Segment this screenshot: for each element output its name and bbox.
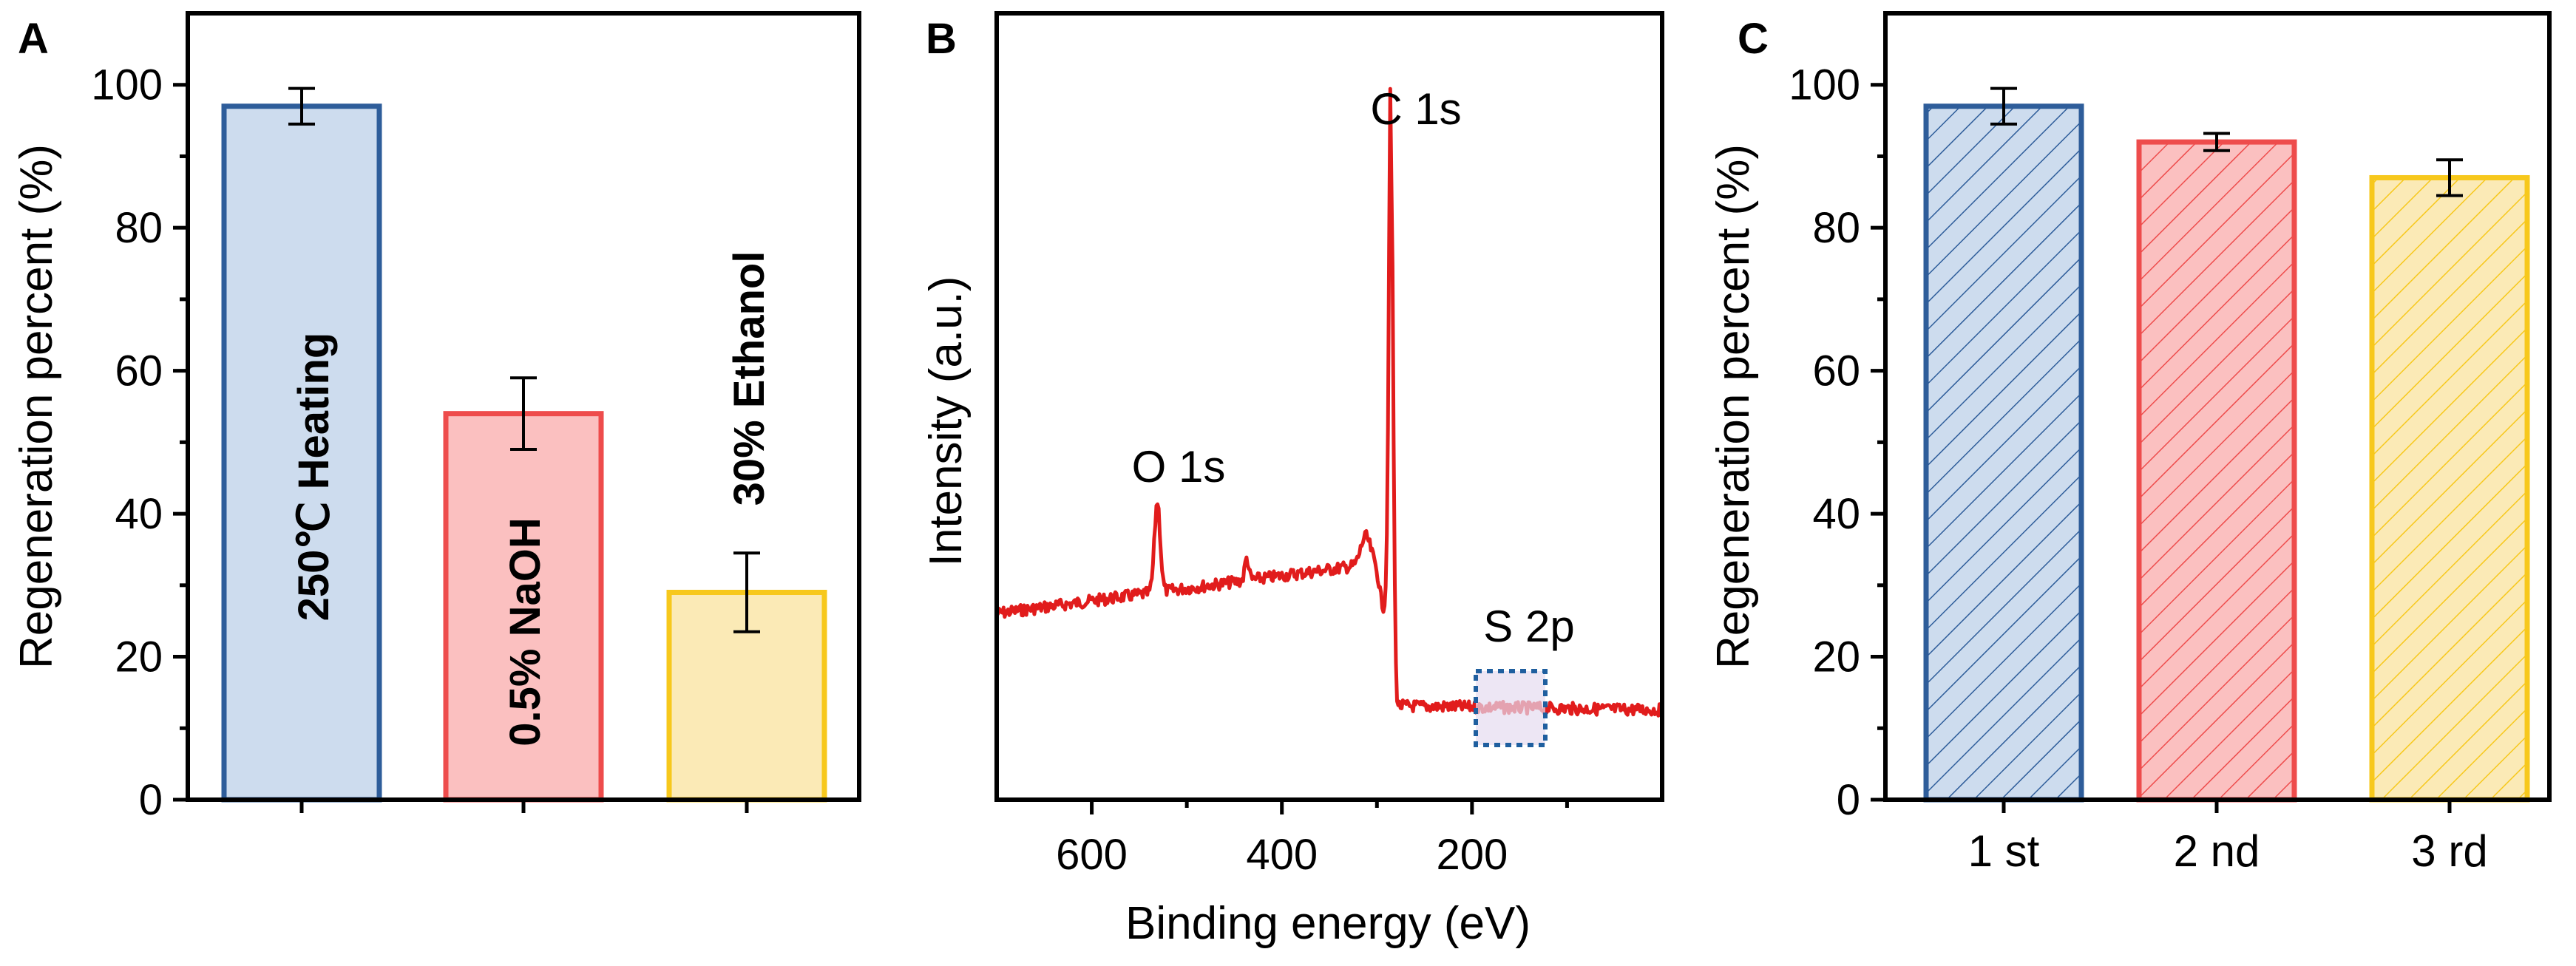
y-tick-label: 100 bbox=[91, 61, 163, 109]
peak-label-o1s: O 1s bbox=[1132, 442, 1226, 491]
peak-label-c1s: C 1s bbox=[1370, 84, 1461, 134]
panel-b-ylabel: Intensity (a.u.) bbox=[921, 276, 972, 567]
s2p-highlight-box bbox=[1474, 669, 1548, 747]
panel-c-ylabel: Regeneration percent (%) bbox=[1708, 144, 1759, 669]
bar-label-heating: 250℃ Heating bbox=[290, 333, 338, 622]
x-category-label: 2 nd bbox=[2174, 826, 2260, 876]
y-tick-label: 20 bbox=[1812, 633, 1860, 681]
panel-b-plot-frame bbox=[994, 11, 1664, 802]
panel-label-c: C bbox=[1738, 15, 1769, 63]
y-tick-label: 100 bbox=[1789, 61, 1860, 109]
x-tick-label: 600 bbox=[1056, 831, 1128, 879]
peak-label-s2p: S 2p bbox=[1483, 602, 1574, 651]
bar bbox=[2136, 139, 2297, 803]
y-tick-label: 40 bbox=[115, 490, 163, 538]
bar bbox=[2369, 174, 2530, 803]
bar-label-ethanol: 30% Ethanol bbox=[725, 251, 773, 506]
panel-label-b: B bbox=[926, 15, 957, 63]
y-tick-label: 60 bbox=[115, 347, 163, 395]
y-tick-label: 0 bbox=[1837, 776, 1860, 824]
x-tick-label: 200 bbox=[1436, 831, 1508, 879]
y-tick-label: 80 bbox=[115, 204, 163, 252]
panel-label-a: A bbox=[18, 15, 49, 63]
panel-c-plot-frame bbox=[1883, 11, 2552, 802]
panel-a-plot-frame bbox=[186, 11, 861, 802]
x-tick-label: 400 bbox=[1246, 831, 1318, 879]
y-tick-label: 0 bbox=[139, 776, 163, 824]
panel-b-xlabel: Binding energy (eV) bbox=[1125, 898, 1531, 949]
bar bbox=[221, 103, 382, 803]
bar-label-naoh: 0.5% NaOH bbox=[501, 517, 549, 746]
panel-c-bars bbox=[1923, 86, 2530, 813]
x-category-label: 1 st bbox=[1968, 826, 2040, 876]
y-tick-label: 80 bbox=[1812, 204, 1860, 252]
y-tick-label: 20 bbox=[115, 633, 163, 681]
y-tick-label: 60 bbox=[1812, 347, 1860, 395]
y-tick-label: 40 bbox=[1812, 490, 1860, 538]
panel-a-ylabel: Regeneration percent (%) bbox=[11, 144, 62, 669]
panel-b: B 600 400 200 O 1s C 1s S 2p Intensity (a.… bbox=[921, 11, 1664, 949]
panel-c-y-axis: 0 20 40 60 80 100 bbox=[1789, 61, 1885, 824]
panel-a-y-axis: 0 20 40 60 80 100 bbox=[91, 61, 188, 824]
panel-c-x-axis: 1 st 2 nd 3 rd bbox=[1968, 826, 2488, 876]
xps-spectrum-line bbox=[995, 86, 1664, 718]
bar bbox=[1923, 103, 2084, 803]
panel-b-x-axis: 600 400 200 bbox=[1056, 800, 1569, 879]
x-category-label: 3 rd bbox=[2411, 826, 2487, 876]
